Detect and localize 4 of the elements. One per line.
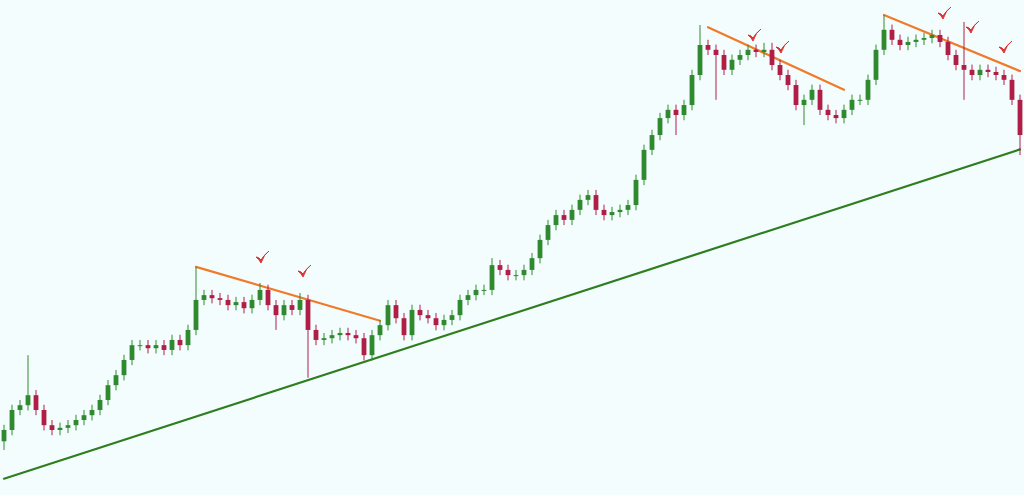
- candlestick: [921, 32, 927, 46]
- candlestick: [65, 419, 71, 434]
- candlestick: [321, 332, 327, 346]
- candlestick: [217, 292, 223, 306]
